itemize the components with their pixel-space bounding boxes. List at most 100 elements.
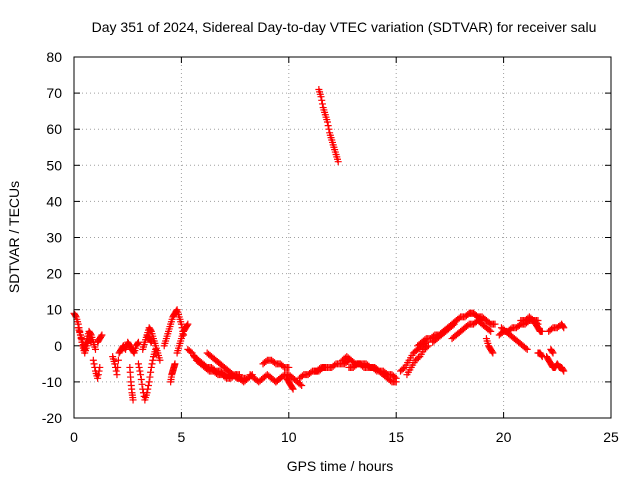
series-arc-19 (272, 371, 306, 390)
data-point (491, 320, 499, 328)
series-arc-04 (94, 331, 106, 346)
series-arc-28 (403, 342, 432, 379)
data-point (289, 385, 297, 393)
data-point (548, 348, 556, 356)
data-point (559, 323, 567, 331)
series-arc-05 (109, 338, 142, 379)
data-point (334, 158, 342, 166)
y-tick-label: 50 (46, 157, 62, 173)
data-point (111, 360, 119, 368)
data-point (77, 335, 85, 343)
x-tick-labels: 0 5 10 15 20 25 (70, 429, 619, 445)
data-point (96, 363, 104, 371)
data-point (559, 366, 567, 374)
data-point (549, 349, 557, 357)
y-axis-title: SDTVAR / TECUs (6, 181, 22, 293)
data-point (138, 380, 146, 388)
y-tick-label: 10 (46, 302, 62, 318)
data-point (318, 100, 326, 108)
data-point (288, 384, 296, 392)
x-tick-label: 5 (178, 429, 186, 445)
data-point (76, 331, 84, 339)
data-point (423, 343, 431, 351)
series-arc-08 (139, 324, 164, 364)
x-tick-label: 15 (388, 429, 404, 445)
data-point (143, 389, 151, 397)
data-point (392, 378, 400, 386)
data-point (522, 344, 530, 352)
y-tick-label: 30 (46, 230, 62, 246)
data-point (86, 330, 94, 338)
data-point (147, 326, 155, 334)
data-point (134, 339, 142, 347)
data-point (137, 371, 145, 379)
series-arc-40 (543, 353, 568, 375)
series-arc-07 (134, 345, 160, 404)
data-point (86, 337, 94, 345)
data-point (323, 118, 331, 126)
data-point (71, 312, 79, 320)
data-point (94, 374, 102, 382)
x-tick-label: 20 (496, 429, 512, 445)
data-point (136, 367, 144, 375)
x-tick-label: 10 (281, 429, 297, 445)
data-point (172, 307, 180, 315)
series-arc-27 (396, 338, 430, 375)
data-point (147, 338, 155, 346)
data-point (183, 321, 191, 329)
data-point (485, 326, 493, 334)
data-point (317, 93, 325, 101)
y-tick-label: 40 (46, 193, 62, 209)
data-point (147, 363, 155, 371)
data-point (113, 371, 121, 379)
series-arc-42 (547, 345, 557, 357)
x-tick-label: 0 (70, 429, 78, 445)
data-point (144, 385, 152, 393)
y-tick-label: 80 (46, 49, 62, 65)
data-point (97, 332, 105, 340)
data-point (147, 337, 155, 345)
series-arc-41 (545, 320, 568, 335)
data-point (147, 368, 155, 376)
y-tick-label: -10 (42, 374, 62, 390)
y-tick-label: 0 (54, 338, 62, 354)
data-point (560, 367, 568, 375)
series-arc-06 (126, 363, 137, 404)
data-point (114, 356, 122, 364)
y-tick-label: 60 (46, 121, 62, 137)
y-tick-label: -20 (42, 410, 62, 426)
data-point (177, 320, 185, 328)
data-point (487, 327, 495, 335)
series-arc-18 (259, 356, 293, 371)
data-point (424, 342, 432, 350)
data-point (78, 338, 86, 346)
data-point (489, 349, 497, 357)
data-point (134, 338, 142, 346)
series-arc-20 (283, 374, 297, 393)
data-point (129, 348, 137, 356)
data-point (129, 396, 137, 404)
series-arc-33 (465, 309, 499, 328)
series-arc-15 (203, 349, 241, 382)
data-point (146, 373, 154, 381)
data-point (95, 367, 103, 375)
y-tick-labels: -20 -10 0 10 20 30 40 50 60 70 80 (42, 49, 62, 426)
plot-frame (73, 56, 612, 419)
y-tick-label: 70 (46, 85, 62, 101)
data-point (89, 356, 97, 364)
data-point (298, 382, 306, 390)
data-point (149, 356, 157, 364)
data-point (94, 371, 102, 379)
data-point (134, 360, 142, 368)
data-point (91, 345, 99, 353)
data-point (538, 327, 546, 335)
data-point (538, 351, 546, 359)
data-point (399, 365, 407, 373)
data-point (135, 363, 143, 371)
data-point (414, 354, 422, 362)
series-arc-26 (371, 363, 400, 386)
series-arc-35 (497, 324, 531, 353)
data-point (121, 344, 129, 352)
data-point (90, 360, 98, 368)
